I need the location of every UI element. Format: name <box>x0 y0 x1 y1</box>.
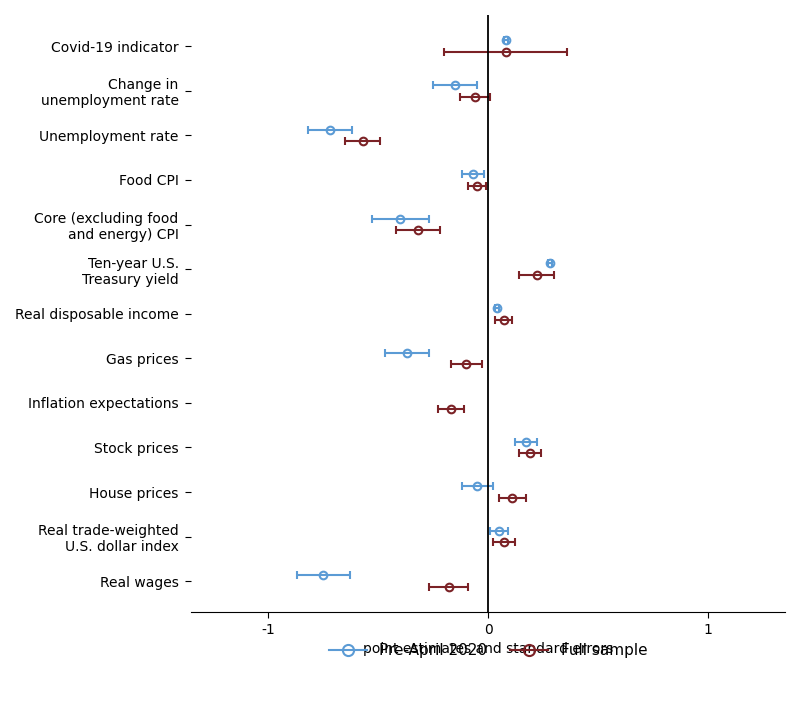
Legend: Pre-April 2020, Full sample: Pre-April 2020, Full sample <box>323 638 654 665</box>
X-axis label: point estimates and standard errors: point estimates and standard errors <box>363 643 614 657</box>
